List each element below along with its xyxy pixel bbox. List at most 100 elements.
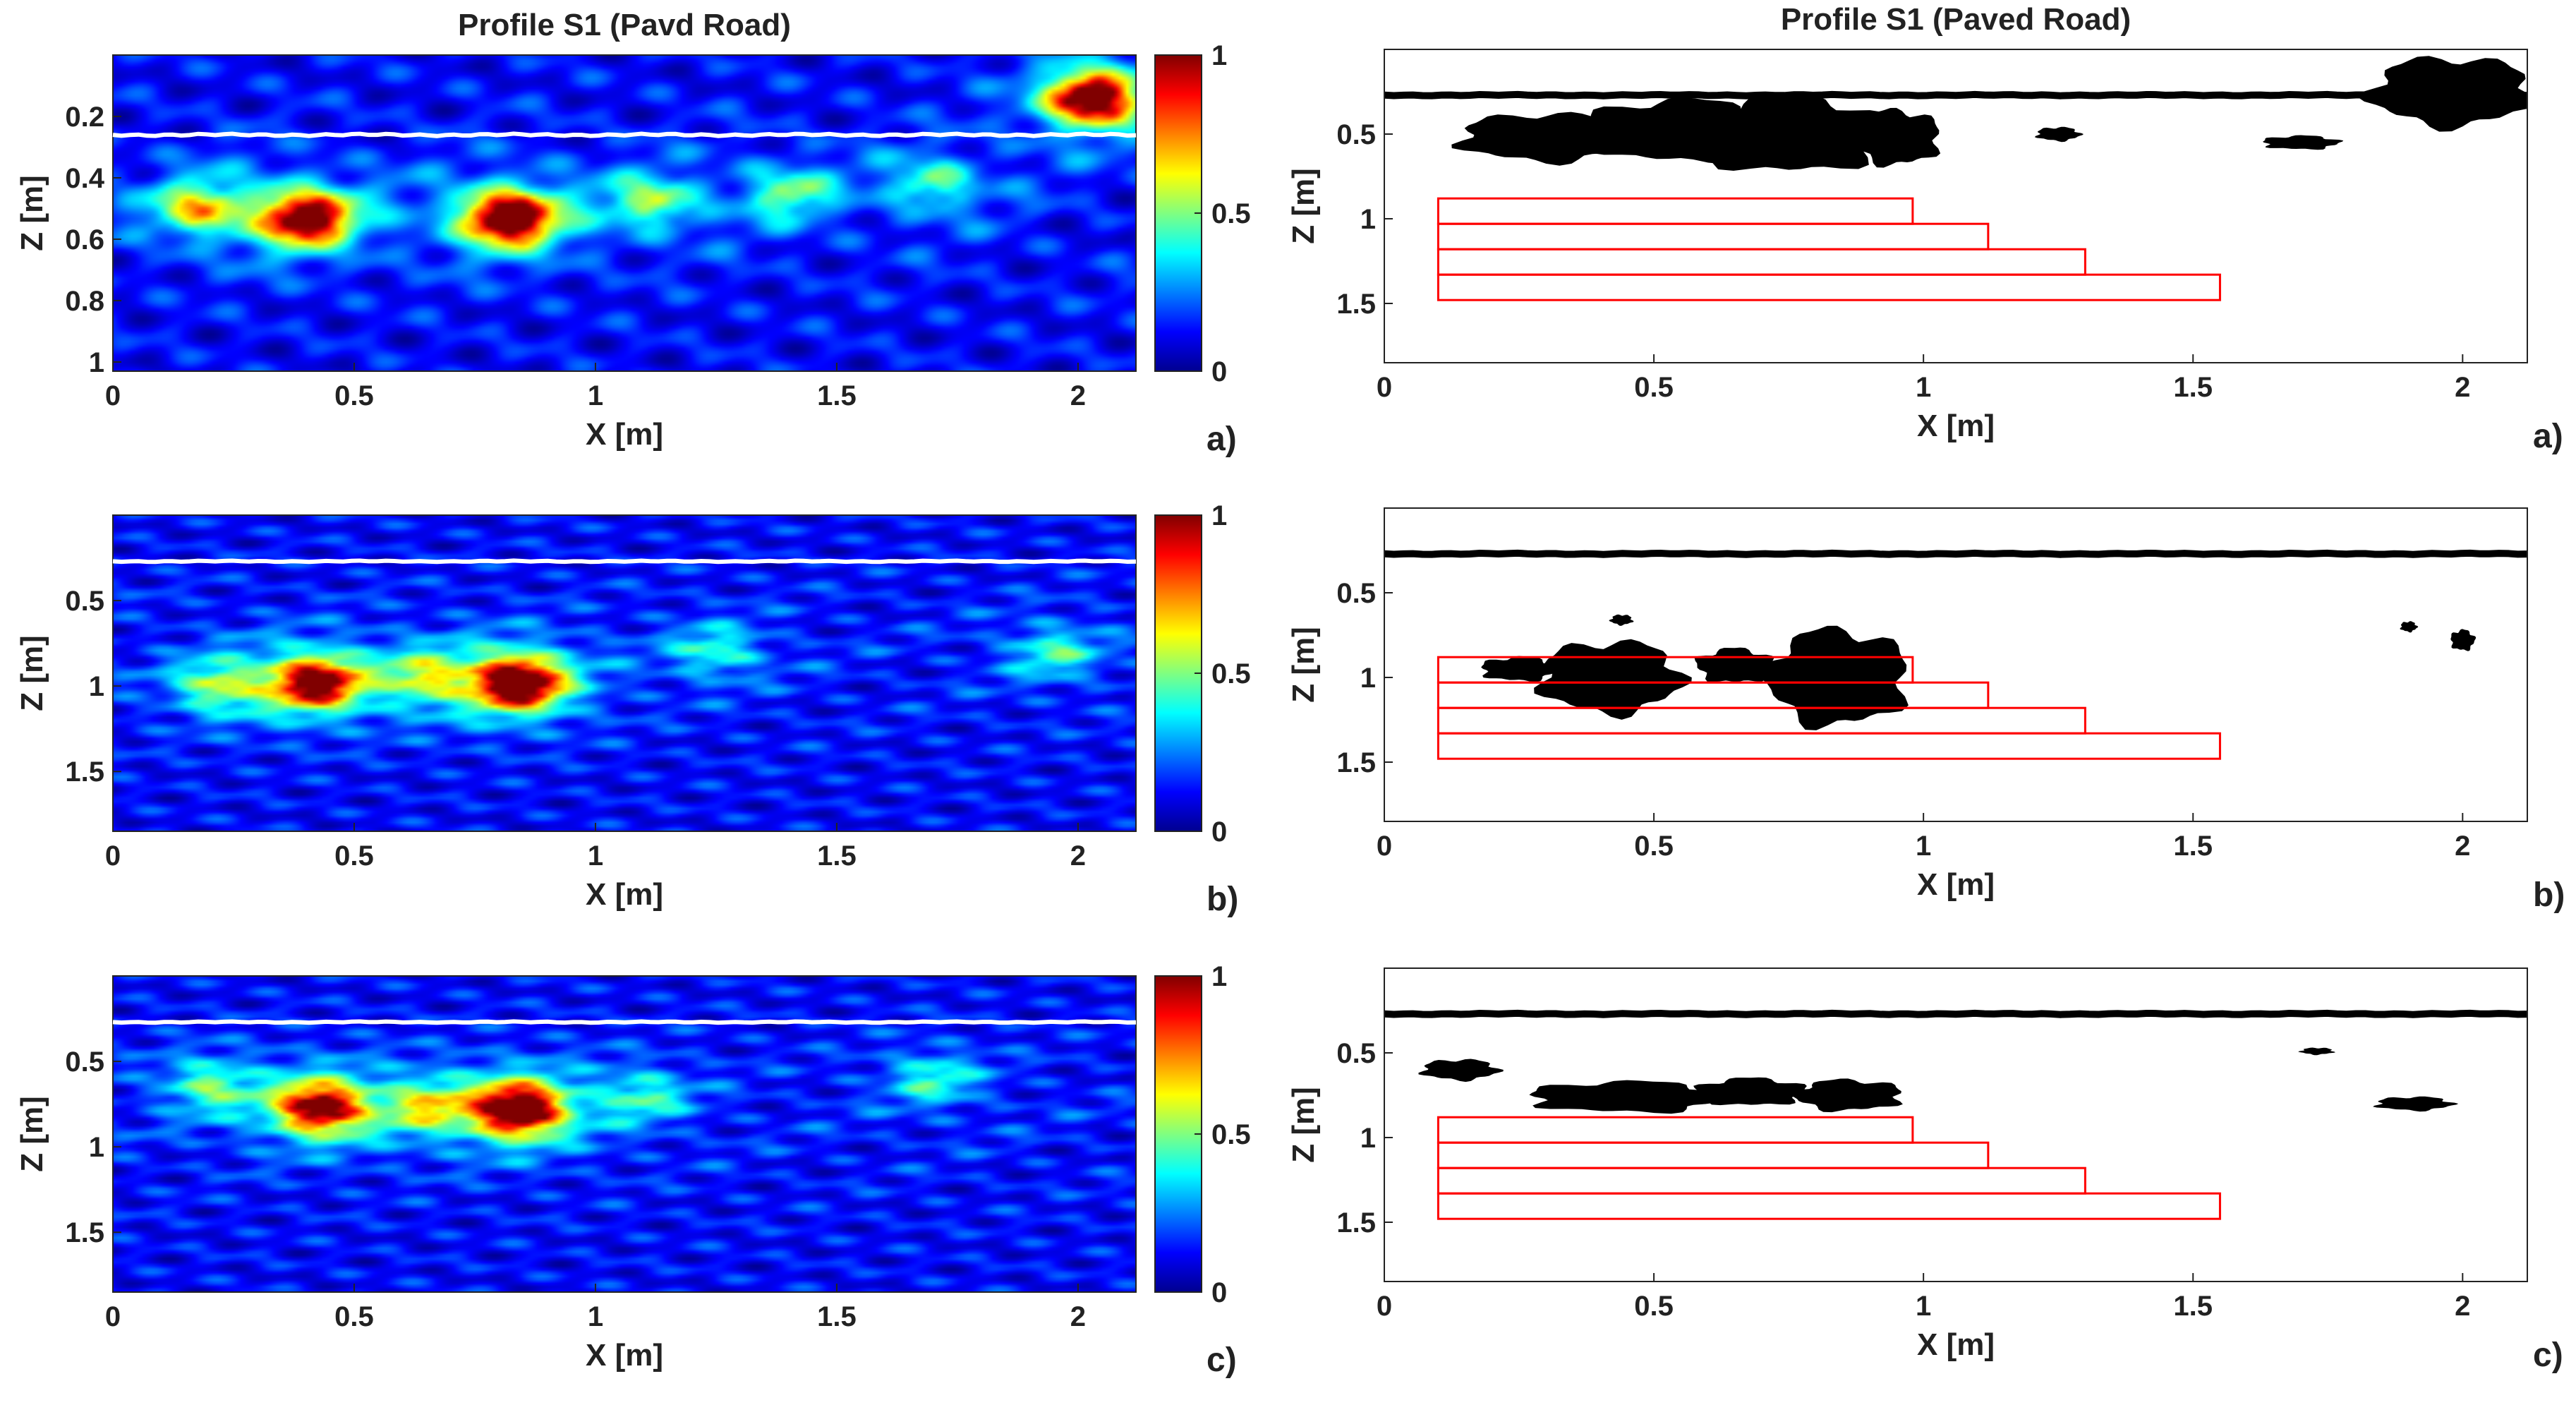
colorbar-tick-label: 1 [1211, 500, 1227, 531]
anomaly-blob [2450, 629, 2477, 651]
colorbar [1154, 514, 1202, 832]
surface-line [1384, 549, 2527, 558]
y-tick-label: 1 [1360, 1123, 1376, 1154]
x-tick-label: 2 [2455, 1291, 2470, 1322]
x-tick-label: 0 [1377, 372, 1392, 403]
anomaly-blob [1755, 625, 1909, 730]
y-tick-label: 1.5 [65, 1217, 104, 1248]
colorbar-tick-label: 0.5 [1211, 198, 1251, 229]
x-tick-label: 2 [1070, 380, 1086, 411]
mask-content [1384, 56, 2527, 301]
heatmap-image [113, 976, 1136, 1292]
colorbar [1154, 975, 1202, 1293]
panel-letter: c) [1207, 1341, 1237, 1379]
plot-background [1384, 49, 2527, 363]
x-tick-label: 1.5 [2173, 372, 2213, 403]
x-tick-label: 1.5 [817, 380, 857, 411]
y-tick-label: 0.6 [65, 224, 104, 255]
heatmap-image [113, 515, 1136, 831]
mask-panel-right-a: 0 0.5 1 1.5 2 0.5 1 1.5 X [m] Z [m] Profile S1 (Pa… [1286, 2, 2563, 455]
x-tick-label: 1.5 [817, 1301, 857, 1332]
anomaly-blob [1534, 639, 1692, 720]
x-tick-label: 0.5 [334, 840, 374, 872]
x-tick-label: 1 [588, 840, 603, 872]
anomaly-blob [1685, 94, 1889, 171]
plot-frame [1384, 967, 2528, 1282]
panel-letter: a) [1207, 421, 1237, 458]
anomaly-blob [2373, 1096, 2459, 1112]
colorbar-tick-label: 1 [1211, 961, 1227, 992]
y-tick-label: 0.5 [1336, 119, 1376, 150]
plot-frame [112, 514, 1137, 832]
anomaly-blob [1846, 107, 1941, 168]
x-axis-label: X [m] [586, 1338, 663, 1373]
x-tick-label: 1.5 [2173, 1291, 2213, 1322]
y-axis-label: Z [m] [1286, 627, 1321, 703]
colorbar-tick-label: 0 [1211, 816, 1227, 848]
chart-title: Profile S1 (Pavd Road) [458, 8, 791, 42]
panel-letter: b) [2533, 876, 2565, 914]
panel-letter: b) [1207, 881, 1238, 918]
anomaly-blob [2400, 621, 2419, 633]
x-axis-label: X [m] [1917, 867, 1995, 902]
x-axis-label: X [m] [586, 877, 663, 912]
target-outline [1437, 1192, 2221, 1220]
surface-line [1384, 90, 2527, 100]
x-tick-label: 0.5 [1634, 831, 1674, 862]
y-tick-label: 1.5 [65, 756, 104, 788]
panel-letter: c) [2533, 1337, 2563, 1374]
x-tick-label: 1 [588, 1301, 603, 1332]
x-tick-label: 1 [1916, 372, 1931, 403]
mask-content [1384, 1009, 2527, 1220]
x-tick-label: 0.5 [1634, 372, 1674, 403]
y-axis-label: Z [m] [1286, 1087, 1321, 1163]
plot-frame [112, 975, 1137, 1293]
y-tick-label: 1 [89, 347, 104, 378]
y-axis-label: Z [m] [1286, 168, 1321, 244]
surface-line [1384, 1009, 2527, 1018]
x-tick-label: 0 [105, 380, 121, 411]
mask-panel-right-b: 0 0.5 1 1.5 2 0.5 1 1.5 X [m] Z [m] b) [1286, 507, 2565, 914]
x-tick-label: 1.5 [817, 840, 857, 872]
x-tick-label: 0.5 [334, 380, 374, 411]
x-axis-label: X [m] [1917, 1327, 1995, 1362]
heatmap-panel-left-a: 0 0.5 1 1.5 2 0.2 0.4 0.6 0.8 1 X [m] Z [m] Profile … [15, 8, 1251, 458]
anomaly-blob [1529, 1080, 1737, 1114]
colorbar [1154, 54, 1202, 372]
y-tick-label: 1.5 [1336, 1207, 1376, 1238]
anomaly-blob [1481, 656, 1562, 682]
x-axis-label: X [m] [1917, 409, 1995, 443]
y-axis-label: Z [m] [15, 175, 49, 251]
colorbar-tick-label: 0.5 [1211, 658, 1251, 689]
plot-frame [1384, 507, 2528, 822]
plot-frame [112, 54, 1137, 372]
x-tick-label: 1.5 [2173, 831, 2213, 862]
y-axis-label: Z [m] [15, 1096, 49, 1172]
colorbar-tick-label: 0 [1211, 356, 1227, 387]
x-tick-label: 2 [2455, 372, 2470, 403]
y-tick-label: 0.5 [65, 586, 104, 617]
y-tick-label: 0.2 [65, 102, 104, 133]
anomaly-blob [1693, 1077, 1807, 1106]
x-tick-label: 0 [105, 840, 121, 872]
x-tick-label: 2 [1070, 1301, 1086, 1332]
plot-frame [1384, 49, 2528, 363]
panel-letter: a) [2533, 418, 2563, 455]
y-tick-label: 0.4 [65, 163, 104, 194]
heatmap-image [113, 55, 1136, 371]
x-tick-label: 0.5 [1634, 1291, 1674, 1322]
colorbar-tick-label: 0.5 [1211, 1119, 1251, 1150]
y-tick-label: 1.5 [1336, 747, 1376, 778]
y-tick-label: 1 [1360, 663, 1376, 694]
target-outline [1437, 732, 2221, 760]
y-tick-label: 0.5 [1336, 1038, 1376, 1069]
y-tick-label: 0.5 [65, 1047, 104, 1078]
colorbar-tick-label: 0 [1211, 1277, 1227, 1308]
anomaly-blob [2298, 1047, 2335, 1056]
y-tick-label: 1 [1360, 204, 1376, 235]
y-axis-label: Z [m] [15, 635, 49, 711]
y-tick-label: 1 [89, 671, 104, 702]
y-tick-label: 1 [89, 1132, 104, 1163]
y-tick-label: 0.8 [65, 286, 104, 317]
